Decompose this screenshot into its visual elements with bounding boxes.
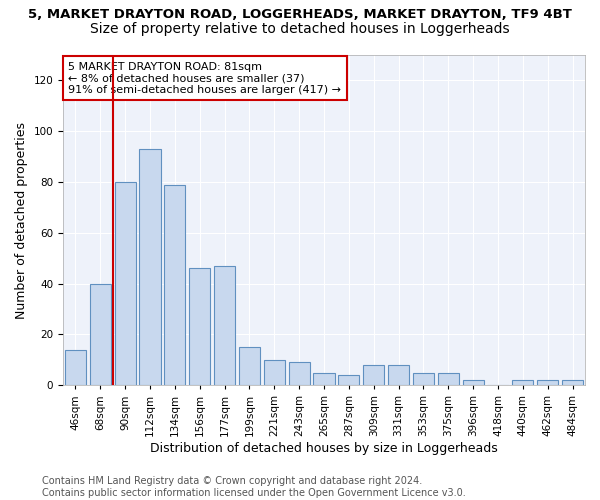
Y-axis label: Number of detached properties: Number of detached properties	[15, 122, 28, 318]
Bar	[562, 380, 583, 386]
Bar	[164, 184, 185, 386]
Bar	[65, 350, 86, 386]
Bar	[463, 380, 484, 386]
Bar	[363, 365, 384, 386]
X-axis label: Distribution of detached houses by size in Loggerheads: Distribution of detached houses by size …	[150, 442, 498, 455]
Text: 5 MARKET DRAYTON ROAD: 81sqm
← 8% of detached houses are smaller (37)
91% of sem: 5 MARKET DRAYTON ROAD: 81sqm ← 8% of det…	[68, 62, 341, 95]
Bar	[313, 372, 335, 386]
Bar	[413, 372, 434, 386]
Bar	[90, 284, 111, 386]
Text: Size of property relative to detached houses in Loggerheads: Size of property relative to detached ho…	[90, 22, 510, 36]
Bar	[239, 347, 260, 386]
Bar	[537, 380, 558, 386]
Bar	[189, 268, 210, 386]
Bar	[289, 362, 310, 386]
Bar	[338, 375, 359, 386]
Bar	[388, 365, 409, 386]
Bar	[214, 266, 235, 386]
Bar	[139, 149, 161, 386]
Bar	[115, 182, 136, 386]
Bar	[438, 372, 459, 386]
Bar	[512, 380, 533, 386]
Text: Contains HM Land Registry data © Crown copyright and database right 2024.
Contai: Contains HM Land Registry data © Crown c…	[42, 476, 466, 498]
Bar	[264, 360, 285, 386]
Text: 5, MARKET DRAYTON ROAD, LOGGERHEADS, MARKET DRAYTON, TF9 4BT: 5, MARKET DRAYTON ROAD, LOGGERHEADS, MAR…	[28, 8, 572, 20]
